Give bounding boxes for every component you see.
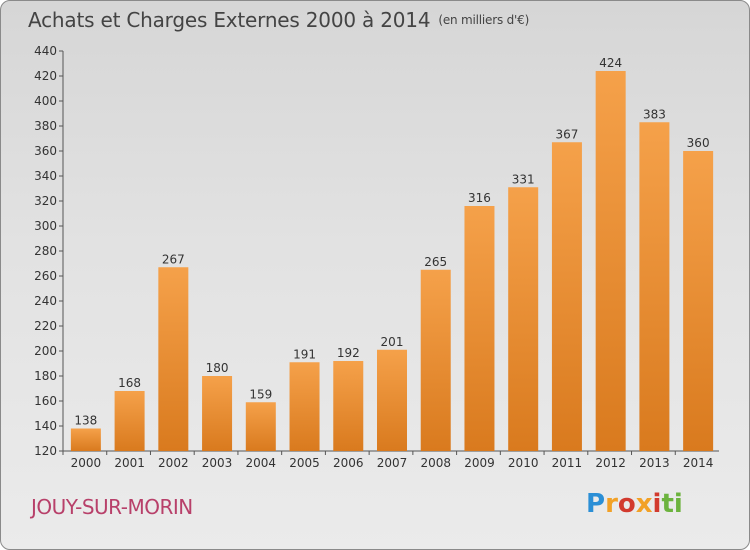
data-label: 138 xyxy=(74,414,97,428)
bar xyxy=(202,376,233,451)
data-label: 168 xyxy=(118,376,141,390)
logo-letter: o xyxy=(617,489,636,519)
x-tick-label: 2004 xyxy=(246,456,277,470)
bar xyxy=(508,187,539,451)
x-tick-label: 2013 xyxy=(639,456,670,470)
bar xyxy=(289,362,320,451)
y-tick-label: 360 xyxy=(34,144,57,158)
data-labels: 138 168 267 180 159 191 192 201 265 316 331 367 424 3… xyxy=(74,56,709,428)
logo-letter: P xyxy=(586,489,606,519)
chart-title: Achats et Charges Externes 2000 à 2014 (e… xyxy=(28,8,529,32)
y-tick-label: 400 xyxy=(34,94,57,108)
data-label: 424 xyxy=(599,56,622,70)
bar xyxy=(464,206,495,451)
logo-letter: i xyxy=(652,489,662,519)
bar xyxy=(114,391,145,451)
y-tick-label: 240 xyxy=(34,294,57,308)
logo-letter: t xyxy=(661,489,674,519)
bar xyxy=(70,428,101,451)
data-label: 360 xyxy=(687,136,710,150)
y-tick-label: 140 xyxy=(34,419,57,433)
bar xyxy=(377,349,407,451)
data-label: 383 xyxy=(643,107,666,121)
chart-unit: (en milliers d'€) xyxy=(438,13,530,27)
x-tick-label: 2006 xyxy=(333,456,364,470)
y-tick-label: 280 xyxy=(34,244,57,258)
data-label: 159 xyxy=(249,387,272,401)
y-tick-label: 160 xyxy=(34,394,57,408)
x-tick-label: 2009 xyxy=(464,456,495,470)
y-tick-label: 300 xyxy=(34,219,57,233)
y-tick-label: 220 xyxy=(34,319,57,333)
bar xyxy=(420,269,451,451)
bar xyxy=(333,361,364,451)
x-tick-label: 2010 xyxy=(508,456,539,470)
y-tick-label: 200 xyxy=(34,344,57,358)
x-tick-label: 2014 xyxy=(683,456,714,470)
data-label: 267 xyxy=(162,252,185,266)
proxiti-logo: Proxiti xyxy=(586,489,683,519)
x-tick-label: 2000 xyxy=(71,456,102,470)
x-tick-label: 2007 xyxy=(377,456,408,470)
data-label: 367 xyxy=(555,127,578,141)
y-tick-label: 260 xyxy=(34,269,57,283)
chart-title-text: Achats et Charges Externes 2000 à 2014 xyxy=(28,8,431,32)
y-tick-label: 120 xyxy=(34,444,57,458)
logo-letter: x xyxy=(635,489,653,519)
x-tick-label: 2008 xyxy=(420,456,451,470)
x-tick-label: 2011 xyxy=(552,456,583,470)
bar xyxy=(551,142,582,451)
data-label: 191 xyxy=(293,347,316,361)
y-tick-label: 340 xyxy=(34,169,57,183)
data-label: 265 xyxy=(424,255,447,269)
y-tick-label: 180 xyxy=(34,369,57,383)
data-label: 192 xyxy=(337,346,360,360)
y-tick-label: 320 xyxy=(34,194,57,208)
data-label: 180 xyxy=(206,361,229,375)
x-tick-label: 2003 xyxy=(202,456,233,470)
x-tick-label: 2005 xyxy=(289,456,320,470)
x-tick-label: 2001 xyxy=(114,456,145,470)
x-tick-label: 2002 xyxy=(158,456,189,470)
data-label: 331 xyxy=(512,172,535,186)
x-tick-label: 2012 xyxy=(595,456,626,470)
logo-letter: i xyxy=(673,489,683,519)
commune-name: JOUY-SUR-MORIN xyxy=(31,495,193,519)
axes: 120 140 160 180 200 220 240 260 280 300 320 340 360 3… xyxy=(34,44,719,470)
bar xyxy=(639,122,670,451)
bar xyxy=(158,267,189,451)
data-label: 201 xyxy=(381,335,404,349)
bar xyxy=(683,151,714,451)
logo-letter: r xyxy=(605,489,618,519)
y-tick-label: 440 xyxy=(34,44,57,58)
data-label: 316 xyxy=(468,191,491,205)
y-tick-label: 380 xyxy=(34,119,57,133)
bar xyxy=(595,71,626,451)
bar xyxy=(245,402,276,451)
y-tick-label: 420 xyxy=(34,69,57,83)
bars xyxy=(70,71,714,451)
